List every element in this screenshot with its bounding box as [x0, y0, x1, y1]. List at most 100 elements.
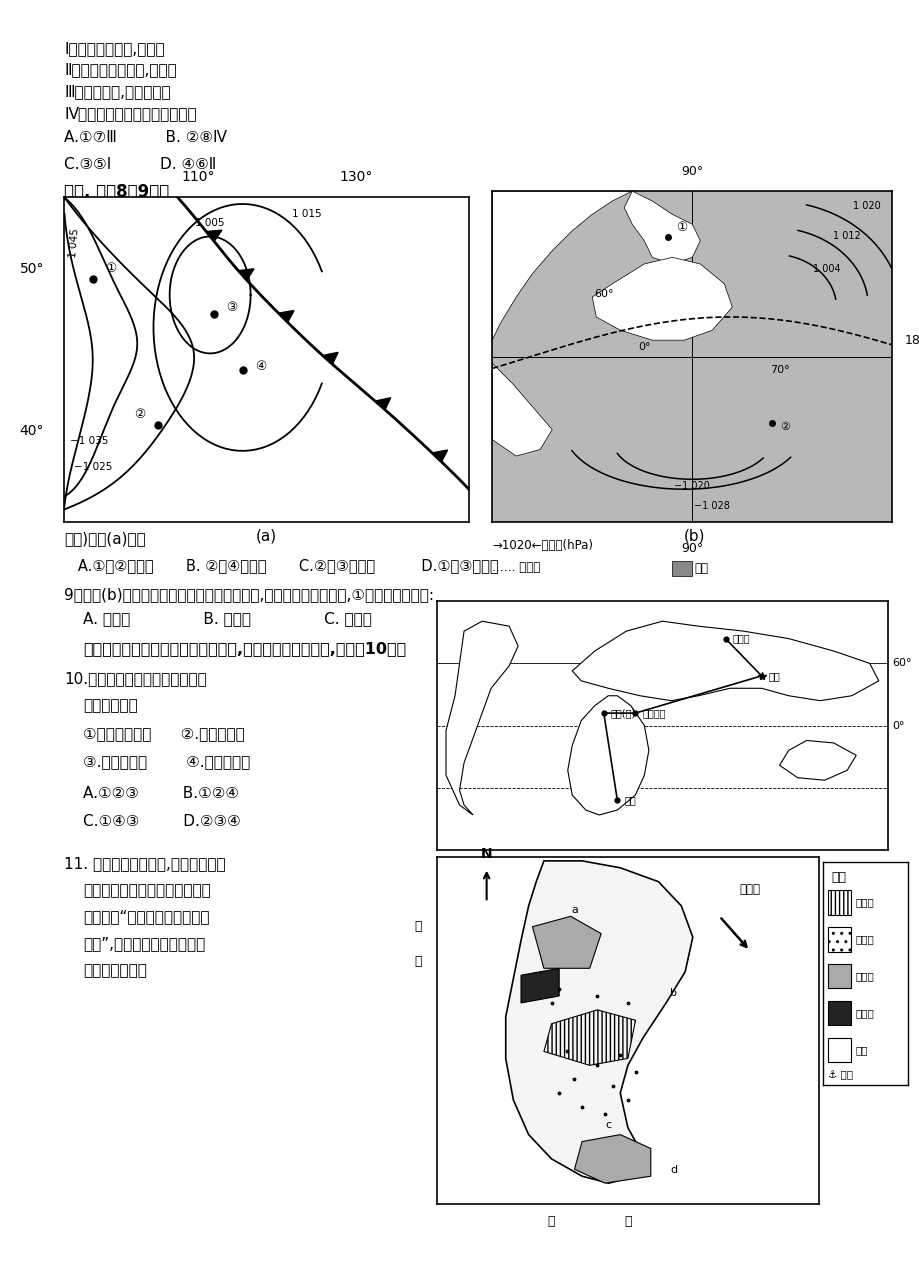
Text: (b): (b) — [683, 529, 705, 544]
FancyBboxPatch shape — [827, 1037, 850, 1063]
Polygon shape — [567, 696, 648, 815]
Text: 110°: 110° — [181, 171, 214, 185]
Text: 60°: 60° — [891, 659, 911, 669]
Text: C.③⑤Ⅰ          D. ④⑥Ⅱ: C.③⑤Ⅰ D. ④⑥Ⅱ — [64, 157, 216, 172]
Polygon shape — [492, 363, 551, 456]
Text: Ⅲ．支流众多,干流水量大: Ⅲ．支流众多,干流水量大 — [64, 84, 171, 99]
Text: ①: ① — [675, 220, 686, 234]
Text: b: b — [669, 989, 676, 998]
Text: −1 028: −1 028 — [694, 501, 730, 511]
Text: 住宅区: 住宅区 — [855, 934, 873, 944]
Text: 10.从信罗斯到南非经过的自然带: 10.从信罗斯到南非经过的自然带 — [64, 671, 207, 687]
Text: −1 020: −1 020 — [674, 482, 709, 492]
Text: 130°: 130° — [339, 171, 372, 185]
Text: 文教区: 文教区 — [855, 1008, 873, 1018]
FancyBboxPatch shape — [827, 1001, 850, 1026]
Text: ①．温带草原带      ②.热带雨林带: ①．温带草原带 ②.热带雨林带 — [83, 726, 244, 741]
Polygon shape — [624, 191, 699, 264]
Text: −1 025: −1 025 — [74, 462, 112, 473]
Polygon shape — [323, 353, 338, 364]
Text: →1020←等压线(hPa): →1020←等压线(hPa) — [492, 539, 593, 552]
Text: c: c — [605, 1120, 611, 1130]
Polygon shape — [572, 622, 878, 701]
Text: 商业区: 商业区 — [855, 898, 873, 907]
Polygon shape — [238, 269, 254, 280]
Text: Ⅱ．属热带季风气候,降水多: Ⅱ．属热带季风气候,降水多 — [64, 62, 177, 78]
Text: 中国: 中国 — [767, 671, 779, 680]
Polygon shape — [432, 450, 448, 462]
Polygon shape — [778, 740, 856, 780]
Text: 国家领导人近期出访了信罗斯等四国,行程如图所示。读图,回答第10题：: 国家领导人近期出访了信罗斯等四国,行程如图所示。读图,回答第10题： — [83, 641, 405, 656]
Text: 70°: 70° — [770, 366, 789, 376]
Text: 刚果(布): 刚果(布) — [610, 708, 635, 719]
Text: 9．如图(b)示意某区域某时海平面等压线分布,虚线为晨昏线。此时,①地的盛行风向为:: 9．如图(b)示意某区域某时海平面等压线分布,虚线为晨昏线。此时,①地的盛行风向… — [64, 587, 434, 603]
Text: …… 晨昏线: …… 晨昏线 — [492, 561, 548, 573]
Text: a: a — [571, 905, 577, 915]
Text: ②: ② — [779, 422, 789, 432]
Text: Ⅳ．地质条件稳定，筑嵁条件好: Ⅳ．地质条件稳定，筑嵁条件好 — [64, 106, 197, 121]
Text: (a): (a) — [256, 529, 277, 544]
Text: 读图, 回哈8～9题：: 读图, 回哈8～9题： — [64, 183, 169, 201]
Text: 11. 高雄矿产资源匮乏,工业部门主要: 11. 高雄矿产资源匮乏,工业部门主要 — [64, 856, 226, 871]
Text: 南非: 南非 — [623, 795, 635, 805]
Text: 盛行风: 盛行风 — [739, 883, 760, 896]
Text: ③.热带草原带        ④.热带荒漠带: ③.热带草原带 ④.热带荒漠带 — [83, 754, 250, 769]
FancyBboxPatch shape — [671, 561, 691, 576]
Text: ⚓ 海港: ⚓ 海港 — [827, 1070, 852, 1080]
Text: 其他: 其他 — [855, 1045, 868, 1055]
Text: 50°: 50° — [19, 262, 44, 276]
Text: 90°: 90° — [680, 164, 703, 178]
Text: 180°: 180° — [903, 334, 919, 347]
Polygon shape — [592, 257, 732, 340]
Text: 坦桑尼亚: 坦桑尼亚 — [641, 708, 664, 719]
Text: 0°: 0° — [891, 721, 903, 730]
Text: ②: ② — [134, 409, 145, 422]
Text: 1 045: 1 045 — [68, 228, 81, 259]
Text: 1 015: 1 015 — [292, 209, 322, 219]
Text: −1 035: −1 035 — [70, 436, 108, 446]
Polygon shape — [532, 916, 600, 968]
Text: Ⅰ．流经高山峡谷,落差大: Ⅰ．流经高山峡谷,落差大 — [64, 41, 165, 56]
Text: 百帕)。图(a)中：: 百帕)。图(a)中： — [64, 531, 146, 547]
Text: 品等。读“高雄城市空间结构示: 品等。读“高雄城市空间结构示 — [83, 910, 210, 925]
Text: 信罗斯: 信罗斯 — [732, 633, 749, 643]
FancyBboxPatch shape — [827, 964, 850, 989]
Text: 1 004: 1 004 — [811, 264, 839, 274]
Text: C.①④③         D.②③④: C.①④③ D.②③④ — [83, 814, 240, 829]
Text: 1 020: 1 020 — [852, 201, 879, 211]
Text: 工业区: 工业区 — [855, 971, 873, 981]
Text: 峡: 峡 — [623, 1214, 631, 1228]
Polygon shape — [206, 231, 221, 241]
Text: 1 005: 1 005 — [195, 218, 224, 228]
Polygon shape — [446, 622, 517, 815]
Text: 8．图(a)为某日08时海平面气压分布图(单位：: 8．图(a)为某日08时海平面气压分布图(单位： — [64, 505, 275, 520]
Text: N: N — [481, 847, 492, 861]
Polygon shape — [278, 311, 294, 322]
Text: 类型主要有：: 类型主要有： — [83, 698, 138, 713]
Polygon shape — [573, 1135, 650, 1184]
Text: A.①②③         B.①②④: A.①②③ B.①②④ — [83, 786, 239, 801]
Text: ①: ① — [105, 262, 116, 275]
Polygon shape — [375, 397, 391, 410]
Text: 湾: 湾 — [414, 954, 421, 968]
Text: 有石化、炼油、钐铁、造船、食: 有石化、炼油、钐铁、造船、食 — [83, 883, 210, 898]
Text: 意图”,对该城市功能区布局的: 意图”,对该城市功能区布局的 — [83, 936, 205, 952]
Text: 图例: 图例 — [831, 871, 846, 884]
Text: 40°: 40° — [19, 424, 44, 438]
Text: 60°: 60° — [594, 289, 613, 299]
Text: d: d — [669, 1164, 676, 1175]
Text: 海: 海 — [547, 1214, 555, 1228]
Text: A.①比②风速大       B. ②比④气温高       C.②比③气压低          D.①比③云量少: A.①比②风速大 B. ②比④气温高 C.②比③气压低 D.①比③云量少 — [64, 558, 498, 573]
Text: 台: 台 — [414, 920, 421, 934]
Text: ③: ③ — [226, 301, 237, 315]
Text: ④: ④ — [255, 359, 266, 373]
Polygon shape — [520, 968, 559, 1003]
Text: A. 东北风               B. 西北风               C. 东南风               D.西南风: A. 东北风 B. 西北风 C. 东南风 D.西南风 — [83, 612, 488, 627]
Text: A.①⑦Ⅲ          B. ②⑧Ⅳ: A.①⑦Ⅲ B. ②⑧Ⅳ — [64, 130, 227, 145]
Polygon shape — [505, 861, 692, 1184]
Text: 0°: 0° — [638, 343, 650, 352]
Text: 90°: 90° — [680, 543, 703, 555]
Polygon shape — [492, 191, 631, 340]
Text: 评价正确的是：: 评价正确的是： — [83, 963, 146, 978]
Text: 海洋: 海洋 — [694, 562, 708, 575]
